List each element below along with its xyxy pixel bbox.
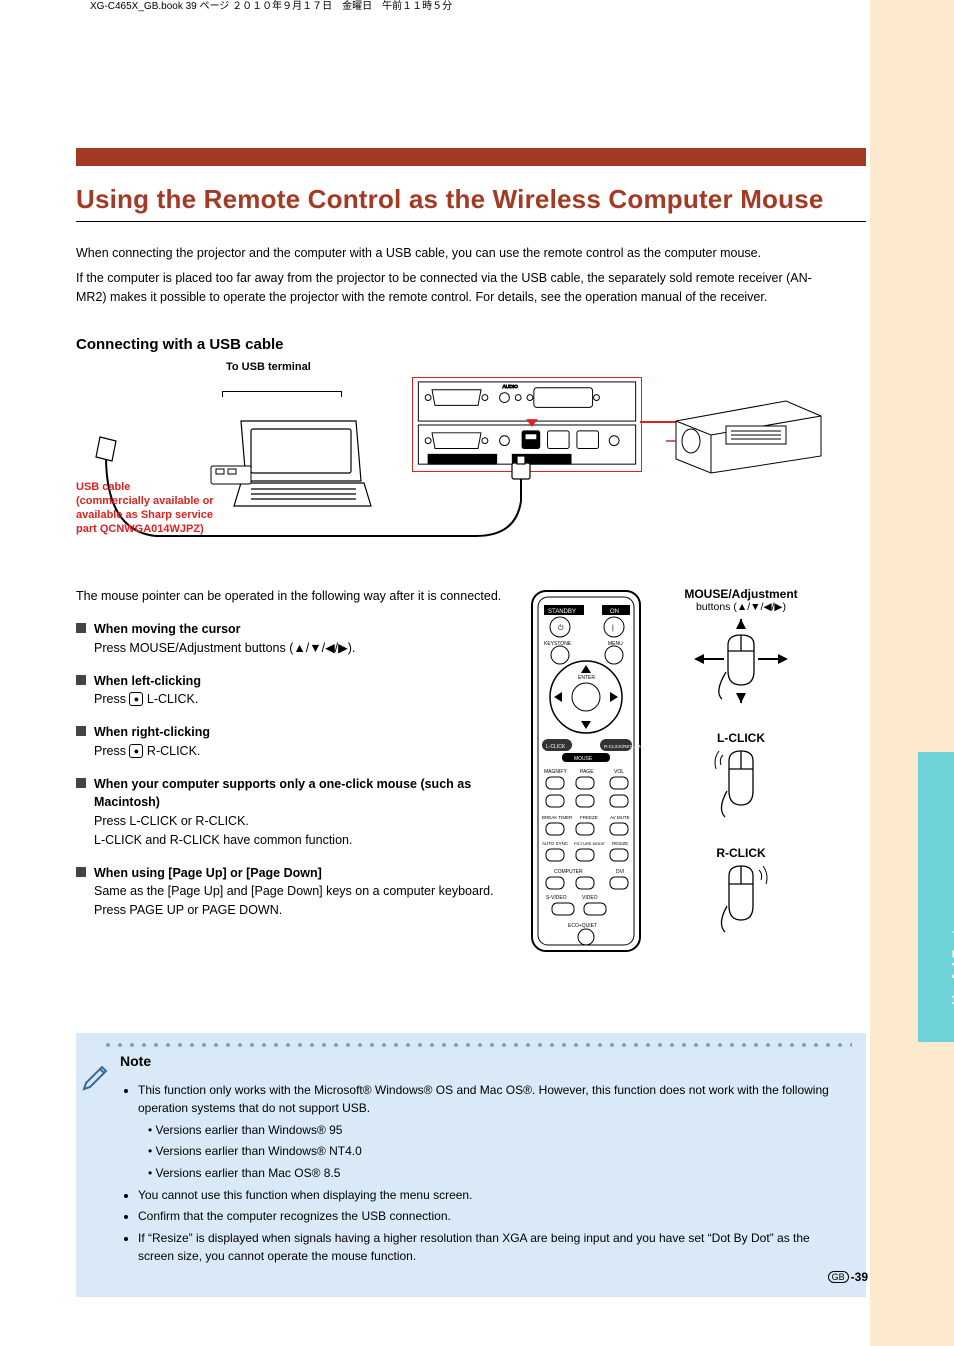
svg-text:PICTURE MODE: PICTURE MODE <box>574 841 605 846</box>
breadcrumb: XG-C465X_GB.book 39 ページ ２０１０年９月１７日 金曜日 午… <box>90 0 790 15</box>
rclick-illustration: R-CLICK <box>686 846 796 941</box>
note-item-5: Confirm that the computer recognizes the… <box>138 1207 842 1226</box>
svg-text:STANDBY: STANDBY <box>548 609 576 615</box>
remote-control-icon: STANDBY ON ⏻ | KEYSTONE MENU ENTER <box>526 587 646 957</box>
bullet-one-click: When your computer supports only a one-c… <box>76 775 516 850</box>
rclick-button-ref: ● <box>129 744 143 758</box>
note-item-6: If “Resize” is displayed when signals ha… <box>138 1229 842 1266</box>
note-pencil-icon <box>80 1059 112 1091</box>
bullet-body-3: Press L-CLICK or R-CLICK. L-CLICK and R-… <box>94 814 352 847</box>
svg-text:PAGE: PAGE <box>580 769 594 775</box>
svg-text:AUTO SYNC: AUTO SYNC <box>542 841 569 846</box>
operation-section: The mouse pointer can be operated in the… <box>76 587 866 967</box>
usb-terminal-label: To USB terminal <box>226 361 311 374</box>
bullet-square-icon <box>76 675 86 685</box>
side-tab-label: Useful Features <box>949 900 954 1005</box>
bullet-left-click: When left-clicking Press ● L-CLICK. <box>76 672 516 710</box>
operation-text-column: The mouse pointer can be operated in the… <box>76 587 516 967</box>
usb-cable-label: USB cable (commercially available or ava… <box>76 481 236 536</box>
svg-text:ENTER: ENTER <box>578 675 595 681</box>
bullet-head-2: When right-clicking <box>94 725 210 739</box>
mouse-move-diagram <box>686 617 796 707</box>
mouse-header-title: MOUSE/Adjustment <box>684 587 797 601</box>
breadcrumb-line1: XG-C465X_GB.book 39 ページ ２０１０年９月１７日 金曜日 午… <box>90 0 790 13</box>
svg-text:AV MUTE: AV MUTE <box>610 815 630 820</box>
title-bar <box>76 148 866 166</box>
bullet-square-icon <box>76 623 86 633</box>
lclick-label: L-CLICK <box>686 731 796 745</box>
operation-lead: The mouse pointer can be operated in the… <box>76 587 516 606</box>
title-rule <box>76 221 866 222</box>
svg-text:S-VIDEO: S-VIDEO <box>546 895 567 901</box>
note-item-1: • Versions earlier than Windows® 95 <box>148 1121 842 1140</box>
svg-text:MONITOR OUT: MONITOR OUT <box>434 458 469 464</box>
bullet-body-1-suffix: L-CLICK. <box>143 692 198 706</box>
svg-text:MOUSE: MOUSE <box>574 756 593 762</box>
bullet-square-icon <box>76 778 86 788</box>
rclick-label: R-CLICK <box>686 846 796 860</box>
bullet-square-icon <box>76 726 86 736</box>
lclick-button-ref: ● <box>129 692 143 706</box>
note-item-3: • Versions earlier than Mac OS® 8.5 <box>148 1164 842 1183</box>
side-strip-cream <box>870 0 954 1346</box>
mouse-header-sub: buttons (▲/▼/◀/▶) <box>666 601 816 613</box>
lclick-illustration: L-CLICK <box>686 731 796 826</box>
page-footer: GB-39 <box>828 1270 868 1284</box>
bullet-body-4: Same as the [Page Up] and [Page Down] ke… <box>94 884 494 917</box>
bullet-move-cursor: When moving the cursor Press MOUSE/Adjus… <box>76 620 516 658</box>
note-title: Note <box>120 1051 842 1073</box>
bullet-head-1: When left-clicking <box>94 674 201 688</box>
svg-text:BREAK TIMER: BREAK TIMER <box>542 815 573 820</box>
projector-icon <box>666 391 826 481</box>
bullet-body-0: Press MOUSE/Adjustment buttons (▲/▼/◀/▶)… <box>94 641 355 655</box>
svg-text:AUDIO: AUDIO <box>503 384 519 390</box>
svg-text:|: | <box>612 625 614 632</box>
note-item-2: • Versions earlier than Windows® NT4.0 <box>148 1142 842 1161</box>
connection-subhead: Connecting with a USB cable <box>76 336 866 353</box>
svg-text:CONTROL: CONTROL <box>524 458 553 464</box>
svg-text:COMPUTER: COMPUTER <box>554 869 583 875</box>
page-content: Using the Remote Control as the Wireless… <box>76 148 866 967</box>
svg-text:MAGNIFY: MAGNIFY <box>544 769 567 775</box>
connection-diagram: To USB terminal <box>76 361 836 571</box>
intro-text: When connecting the projector and the co… <box>76 244 836 306</box>
page-title: Using the Remote Control as the Wireless… <box>76 184 866 215</box>
mouse-examples-column: MOUSE/Adjustment buttons (▲/▼/◀/▶) <box>666 587 816 961</box>
bullet-body-2-prefix: Press <box>94 744 129 758</box>
page-number: -39 <box>851 1270 868 1284</box>
usb-bracket <box>222 391 342 397</box>
note-item-4: You cannot use this function when displa… <box>138 1186 842 1205</box>
svg-text:VOL: VOL <box>614 769 624 775</box>
note-box: Note This function only works with the M… <box>76 1033 866 1297</box>
svg-text:⏻: ⏻ <box>558 624 564 632</box>
gb-badge: GB <box>828 1271 849 1283</box>
svg-text:VIDEO: VIDEO <box>582 895 598 901</box>
remote-illustration-column: STANDBY ON ⏻ | KEYSTONE MENU ENTER <box>526 587 856 967</box>
svg-text:RESIZE: RESIZE <box>612 841 628 846</box>
svg-text:ECO+QUIET: ECO+QUIET <box>568 923 597 929</box>
note-item-0: This function only works with the Micros… <box>138 1081 842 1118</box>
bullet-body-2-suffix: R-CLICK. <box>143 744 200 758</box>
ports-panel-icon: AUDIO CONTROL MONITOR OUT <box>412 377 642 472</box>
bullet-right-click: When right-clicking Press ● R-CLICK. <box>76 723 516 761</box>
bullet-square-icon <box>76 867 86 877</box>
svg-text:FREEZE: FREEZE <box>580 815 598 820</box>
intro-paragraph-1: When connecting the projector and the co… <box>76 244 836 263</box>
svg-text:L-CLICK: L-CLICK <box>546 744 566 750</box>
svg-text:DVI: DVI <box>616 869 624 875</box>
note-list: This function only works with the Micros… <box>124 1081 842 1266</box>
svg-text:R-CLICK/RETURN: R-CLICK/RETURN <box>604 744 642 749</box>
svg-text:ON: ON <box>610 609 619 615</box>
bullet-head-3: When your computer supports only a one-c… <box>94 777 471 810</box>
mouse-header: MOUSE/Adjustment buttons (▲/▼/◀/▶) <box>666 587 816 613</box>
bullet-head-4: When using [Page Up] or [Page Down] <box>94 866 322 880</box>
bullet-body-1-prefix: Press <box>94 692 129 706</box>
bullet-head-0: When moving the cursor <box>94 622 241 636</box>
intro-paragraph-2: If the computer is placed too far away f… <box>76 269 836 307</box>
note-dots <box>102 1041 852 1049</box>
bullet-page-updown: When using [Page Up] or [Page Down] Same… <box>76 864 516 920</box>
